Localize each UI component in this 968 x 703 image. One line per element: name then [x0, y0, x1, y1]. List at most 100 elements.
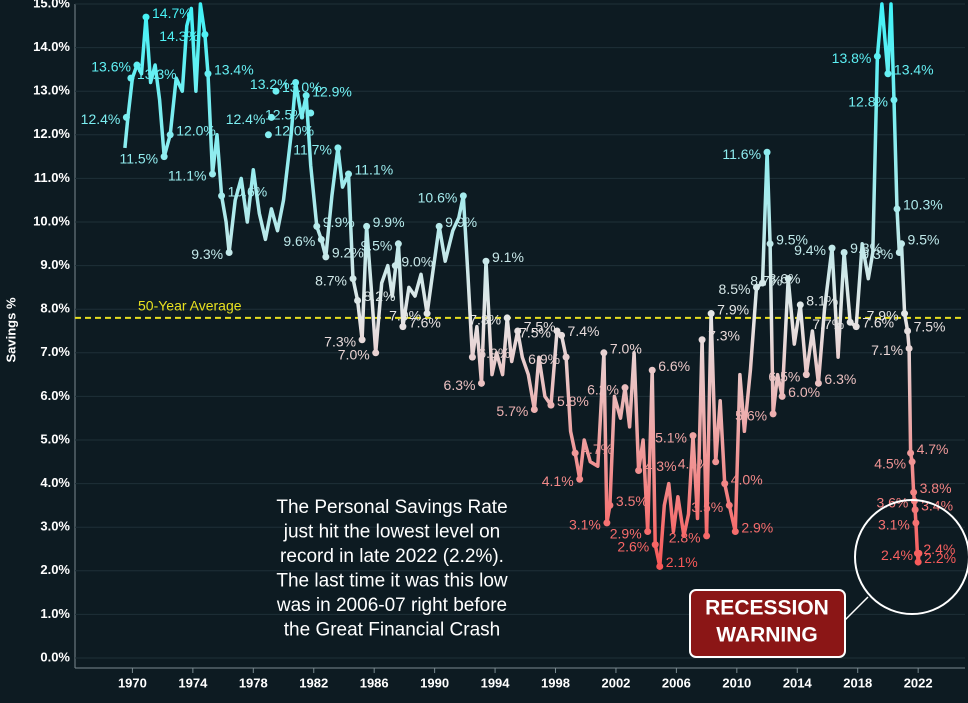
- y-tick-label: 5.0%: [40, 431, 70, 446]
- point-marker: [635, 467, 643, 475]
- point-label: 9.6%: [283, 233, 315, 249]
- point-marker: [890, 96, 898, 104]
- annotation-text: the Great Financial Crash: [284, 620, 501, 641]
- y-tick-label: 7.0%: [40, 344, 70, 359]
- x-tick-label: 1990: [420, 675, 449, 690]
- point-marker: [503, 314, 511, 322]
- point-marker: [558, 331, 566, 339]
- point-marker: [731, 528, 739, 536]
- callout-pointer: [844, 596, 869, 621]
- point-label: 7.0%: [610, 341, 642, 357]
- point-marker: [292, 78, 300, 86]
- point-marker: [846, 318, 854, 326]
- point-marker: [363, 222, 371, 230]
- point-marker: [763, 148, 771, 156]
- point-label: 12.4%: [81, 111, 121, 127]
- point-marker: [802, 371, 810, 379]
- point-marker: [562, 353, 570, 361]
- point-marker: [828, 244, 836, 252]
- point-marker: [576, 475, 584, 483]
- x-tick-label: 1994: [481, 675, 511, 690]
- point-marker: [796, 301, 804, 309]
- x-tick-label: 1998: [541, 675, 570, 690]
- point-marker: [264, 131, 272, 139]
- point-marker: [759, 279, 767, 287]
- point-marker: [142, 13, 150, 21]
- point-marker: [354, 296, 362, 304]
- point-label: 9.9%: [323, 214, 355, 230]
- point-label: 8.5%: [719, 281, 751, 297]
- point-label: 11.7%: [293, 142, 332, 158]
- point-label: 9.5%: [776, 232, 808, 248]
- point-label: 3.5%: [691, 499, 723, 515]
- point-marker: [689, 432, 697, 440]
- point-label: 7.3%: [324, 333, 356, 349]
- point-label: 8.2%: [364, 288, 396, 304]
- point-marker: [766, 240, 774, 248]
- point-marker: [160, 153, 168, 161]
- point-label: 11.6%: [722, 146, 761, 162]
- point-label: 9.0%: [401, 253, 433, 269]
- point-label: 4.5%: [678, 456, 710, 472]
- point-label: 4.7%: [917, 441, 949, 457]
- point-marker: [133, 61, 141, 69]
- point-label: 12.4%: [226, 111, 266, 127]
- point-label: 2.1%: [666, 554, 698, 570]
- point-marker: [911, 506, 919, 514]
- point-marker: [571, 449, 579, 457]
- point-label: 9.9%: [373, 214, 405, 230]
- point-marker: [893, 205, 901, 213]
- point-label: 3.1%: [878, 517, 910, 533]
- point-label: 11.5%: [119, 150, 158, 166]
- point-label: 6.3%: [444, 377, 476, 393]
- point-label: 7.9%: [717, 301, 749, 317]
- point-marker: [514, 327, 522, 335]
- point-label: 13.6%: [91, 59, 131, 75]
- point-marker: [603, 519, 611, 527]
- y-tick-label: 2.0%: [40, 562, 70, 577]
- point-label: 13.2%: [250, 76, 290, 92]
- y-tick-label: 12.0%: [33, 126, 70, 141]
- point-label: 8.7%: [315, 272, 347, 288]
- point-marker: [209, 170, 217, 178]
- point-label: 2.9%: [610, 525, 642, 541]
- point-marker: [707, 310, 715, 318]
- point-marker: [703, 532, 711, 540]
- point-label: 13.4%: [894, 61, 934, 77]
- point-label: 12.5%: [265, 107, 305, 123]
- y-tick-label: 14.0%: [33, 39, 70, 54]
- x-tick-label: 1974: [178, 675, 208, 690]
- point-label: 6.0%: [788, 384, 820, 400]
- point-marker: [905, 344, 913, 352]
- point-marker: [873, 52, 881, 60]
- x-tick-label: 2018: [843, 675, 872, 690]
- point-marker: [477, 379, 485, 387]
- point-label: 5.7%: [496, 403, 528, 419]
- point-marker: [468, 353, 476, 361]
- point-label: 9.3%: [191, 246, 223, 262]
- point-marker: [127, 74, 135, 82]
- point-label: 9.5%: [908, 232, 940, 248]
- point-marker: [313, 222, 321, 230]
- point-label: 7.5%: [524, 319, 556, 335]
- point-marker: [358, 336, 366, 344]
- point-label: 12.0%: [274, 123, 314, 139]
- point-marker: [656, 562, 664, 570]
- point-marker: [910, 488, 918, 496]
- point-label: 14.3%: [159, 28, 199, 44]
- point-marker: [725, 501, 733, 509]
- point-label: 5.6%: [735, 408, 767, 424]
- point-label: 9.5%: [360, 238, 392, 254]
- point-label: 9.3%: [861, 246, 893, 262]
- callout-box: [689, 589, 846, 658]
- x-tick-label: 1986: [360, 675, 389, 690]
- point-label: 2.6%: [617, 538, 649, 554]
- point-label: 2.4%: [881, 547, 913, 563]
- point-label: 7.1%: [871, 342, 903, 358]
- point-label: 7.0%: [338, 347, 370, 363]
- point-marker: [606, 501, 614, 509]
- point-marker: [904, 327, 912, 335]
- point-label: 7.5%: [519, 325, 551, 341]
